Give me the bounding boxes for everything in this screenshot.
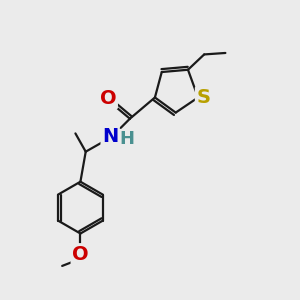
- Text: S: S: [196, 88, 210, 107]
- Text: O: O: [72, 244, 89, 264]
- Text: H: H: [119, 130, 134, 148]
- Text: O: O: [100, 88, 116, 108]
- Text: N: N: [102, 128, 118, 146]
